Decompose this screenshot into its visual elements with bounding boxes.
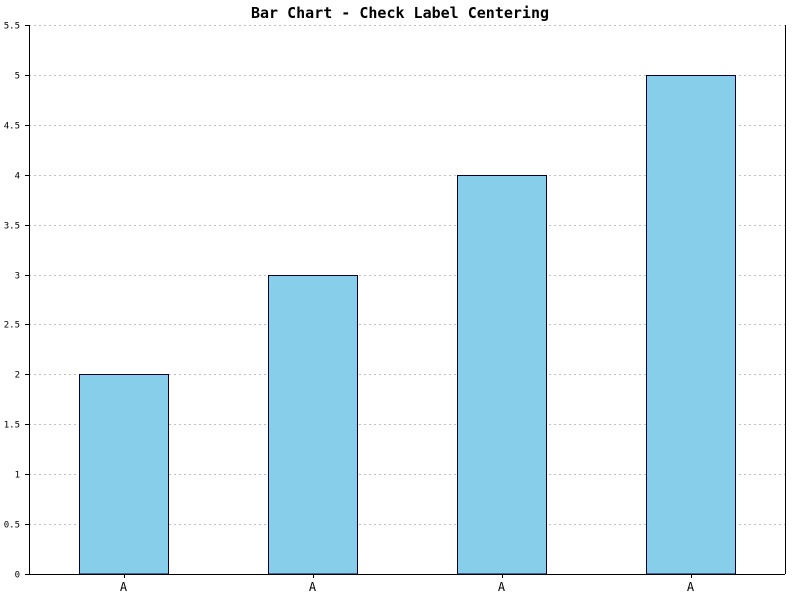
bar <box>646 75 736 575</box>
bar <box>79 374 169 575</box>
x-tick-label: A <box>309 580 317 594</box>
y-tick-label: 3 <box>15 272 20 282</box>
bar <box>457 175 547 575</box>
y-tick-label: 2 <box>15 371 20 381</box>
x-tick-label: A <box>120 580 128 594</box>
y-tick-label: 0 <box>15 571 20 581</box>
y-tick-label: 4.5 <box>4 122 20 132</box>
y-tick-label: 2.5 <box>4 321 20 331</box>
y-tick-label: 5 <box>15 72 20 82</box>
axes <box>29 25 786 575</box>
y-tick-label: 1 <box>15 471 20 481</box>
y-axis-ticks: 0 0.5 1 1.5 2 2.5 3 3.5 4 4.5 5 5.5 <box>4 22 29 581</box>
y-tick-label: 1.5 <box>4 421 20 431</box>
y-tick-label: 4 <box>15 172 20 182</box>
chart-title: Bar Chart - Check Label Centering <box>251 4 549 22</box>
bar <box>268 275 358 575</box>
x-tick-label: A <box>687 580 695 594</box>
x-tick-label: A <box>498 580 506 594</box>
y-tick-label: 5.5 <box>4 22 20 32</box>
y-tick-label: 0.5 <box>4 521 20 531</box>
bars <box>79 75 736 575</box>
y-tick-label: 3.5 <box>4 222 20 232</box>
